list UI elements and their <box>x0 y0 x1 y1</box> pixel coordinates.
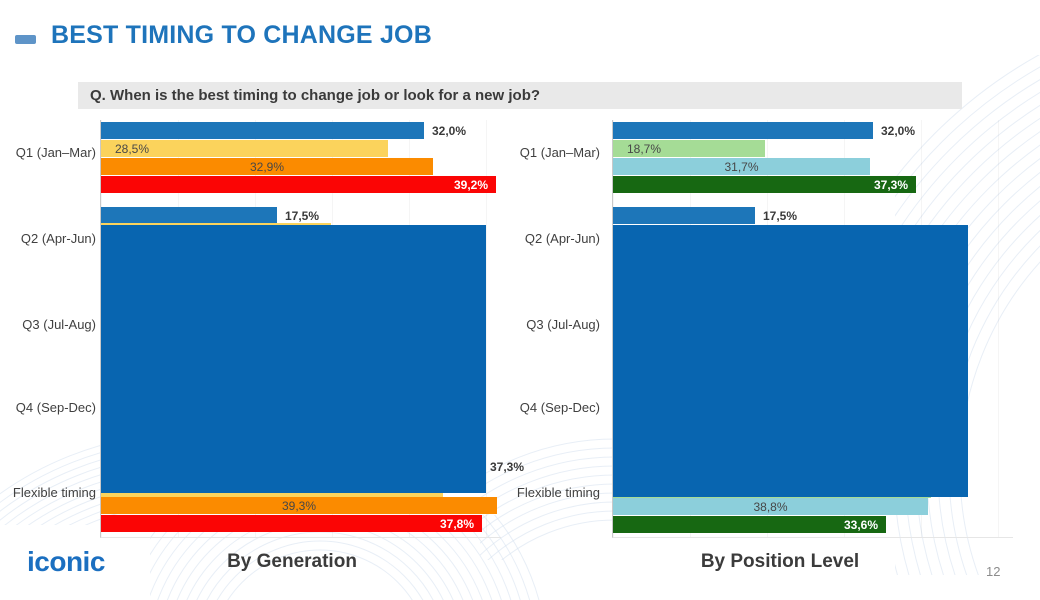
value-label: 28,5% <box>115 141 150 156</box>
bar: 31,7% <box>613 158 870 175</box>
value-label: 32,9% <box>249 159 285 174</box>
category-label: Flexible timing <box>12 485 96 500</box>
bar: 33,6% <box>613 516 886 533</box>
category-label: Q1 (Jan–Mar) <box>15 145 96 160</box>
overlay-value-label: 37,3% <box>490 460 525 474</box>
slide-title: BEST TIMING TO CHANGE JOB <box>51 21 432 49</box>
category-label: Flexible timing <box>516 485 600 500</box>
chart-by-generation: 32,0% 28,5% 32,9% 39,2% 17,5% 37,3% 39,3… <box>100 120 524 538</box>
overlay-rectangle <box>101 225 486 493</box>
category-label: Q2 (Apr-Jun) <box>524 231 600 246</box>
category-label: Q2 (Apr-Jun) <box>20 231 96 246</box>
bar: 38,8% <box>613 498 928 515</box>
chart-caption-by-generation: By Generation <box>227 551 357 572</box>
bar: 37,3% <box>613 176 916 193</box>
bar: 32,0% <box>613 122 915 139</box>
value-label: 32,0% <box>881 123 916 138</box>
value-label: 39,2% <box>453 177 488 192</box>
value-label: 31,7% <box>724 159 759 174</box>
title-dash-icon <box>15 35 36 44</box>
value-label: 17,5% <box>763 208 798 223</box>
bar: 37,8% <box>101 515 482 532</box>
value-label: 38,8% <box>753 499 788 514</box>
chart-caption-by-position-level: By Position Level <box>700 551 860 572</box>
value-label: 39,3% <box>281 498 317 513</box>
question-text: Q. When is the best timing to change job… <box>90 87 541 104</box>
bar: 39,2% <box>101 176 496 193</box>
category-label: Q3 (Jul-Aug) <box>22 317 96 332</box>
value-label: 18,7% <box>627 141 662 156</box>
question-banner: Q. When is the best timing to change job… <box>78 82 962 109</box>
bar: 18,7% <box>613 140 765 157</box>
value-label: 37,3% <box>873 177 908 192</box>
value-label: 32,0% <box>432 123 467 138</box>
category-label: Q3 (Jul-Aug) <box>526 317 600 332</box>
value-label: 17,5% <box>285 208 320 223</box>
overlay-rectangle <box>613 225 968 497</box>
category-label: Q4 (Sep-Dec) <box>15 400 96 415</box>
bar: 17,5% <box>613 207 797 224</box>
render-artifact-sliver <box>101 493 443 497</box>
chart-by-position-level: 32,0% 18,7% 31,7% 37,3% 17,5% 38,8% 33,6… <box>612 120 1013 538</box>
iconic-logo: iconic <box>27 546 105 577</box>
page-number: 12 <box>986 564 1001 579</box>
bar: 28,5% <box>101 140 388 157</box>
category-label: Q1 (Jan–Mar) <box>519 145 600 160</box>
value-label: 37,8% <box>439 516 474 531</box>
bar: 32,0% <box>101 122 466 139</box>
value-label: 33,6% <box>843 517 878 532</box>
bar: 39,3% <box>101 497 497 514</box>
category-label: Q4 (Sep-Dec) <box>519 400 600 415</box>
bar: 17,5% <box>101 207 319 224</box>
render-artifact-sliver <box>101 223 331 225</box>
bar: 32,9% <box>101 158 433 175</box>
